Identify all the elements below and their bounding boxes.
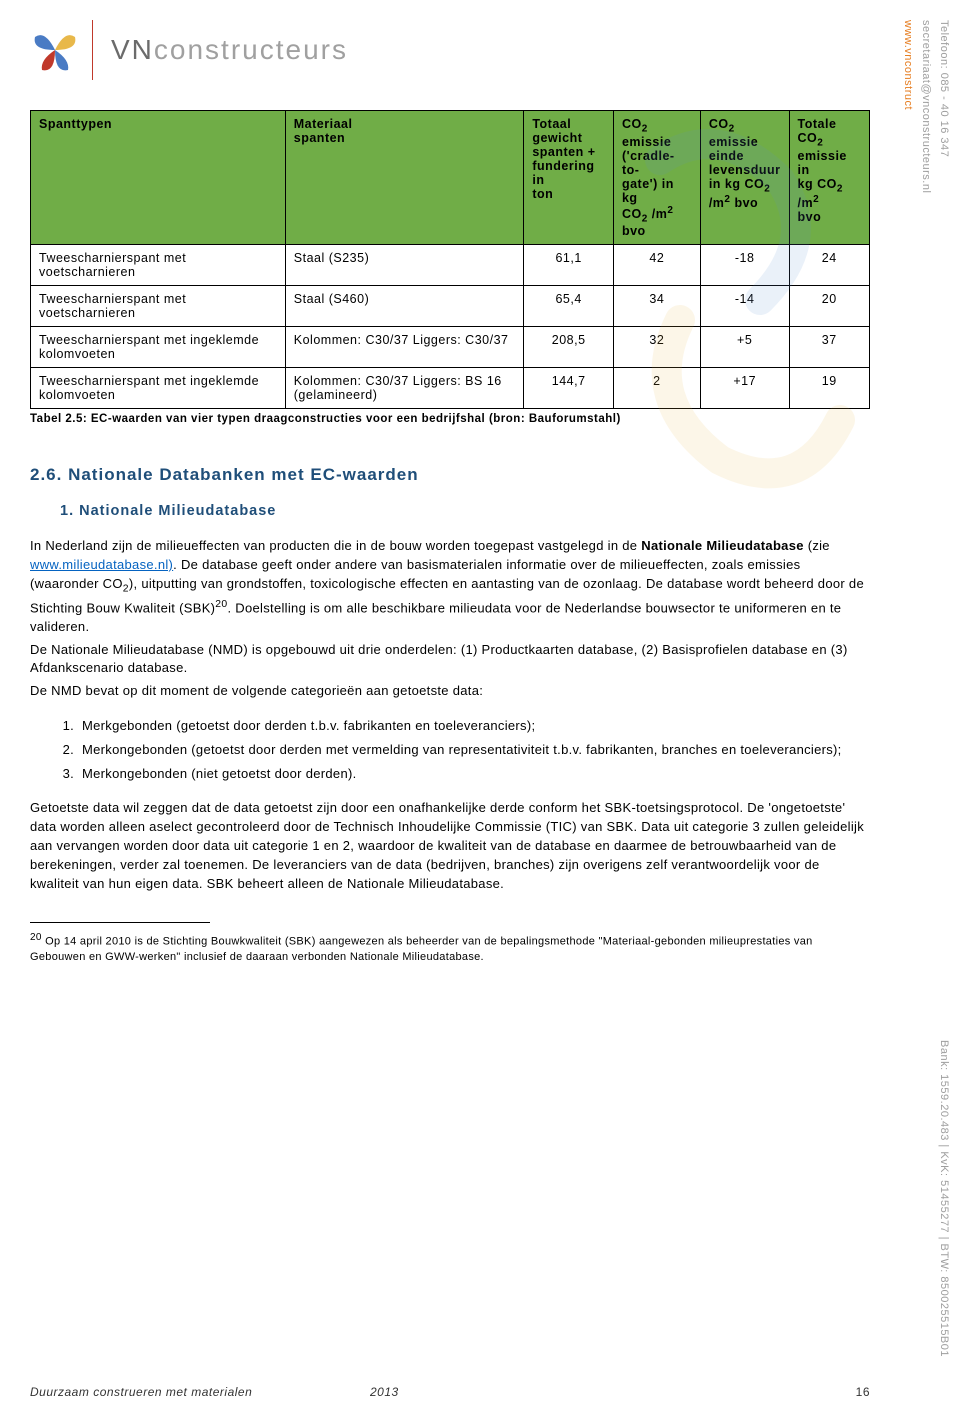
side-email: secretariaat@vnconstructeurs.nl — [920, 20, 932, 193]
paragraph-1: In Nederland zijn de milieueffecten van … — [30, 537, 870, 636]
footnote-20: 20 Op 14 april 2010 is de Stichting Bouw… — [30, 931, 870, 965]
page-footer: Duurzaam construeren met materialen 2013… — [30, 1385, 870, 1399]
side-bank: Bank: 1559.20.483 | KvK: 51455277 | BTW:… — [938, 1040, 950, 1357]
paragraph-3: De NMD bevat op dit moment de volgende c… — [30, 682, 870, 701]
list-item: Merkongebonden (niet getoetst door derde… — [78, 763, 870, 785]
footnote-rule — [30, 922, 210, 923]
list-item: Merkgebonden (getoetst door derden t.b.v… — [78, 715, 870, 737]
th-co2-einde: CO2emissieeindelevensduurin kg CO2/m2 bv… — [700, 111, 789, 245]
table-row: Tweescharnierspant met ingeklemde kolomv… — [31, 368, 870, 409]
footer-title: Duurzaam construeren met materialen — [30, 1385, 370, 1399]
th-totale-co2: Totale CO2emissie inkg CO2 /m2bvo — [789, 111, 869, 245]
table-caption: Tabel 2.5: EC-waarden van vier typen dra… — [30, 413, 870, 425]
list-item: Merkongebonden (getoetst door derden met… — [78, 739, 870, 761]
logo-header: VNconstructeurs — [30, 20, 870, 80]
logo-divider — [92, 20, 93, 80]
table-row: Tweescharnierspant met ingeklemde kolomv… — [31, 327, 870, 368]
footer-year: 2013 — [370, 1385, 470, 1399]
ec-values-table: Spanttypen Materiaalspanten Totaalgewich… — [30, 110, 870, 409]
side-phone: Telefoon: 085 - 40 16 347 — [938, 20, 950, 157]
logo-icon — [30, 25, 80, 75]
right-sidebar: Telefoon: 085 - 40 16 347 secretariaat@v… — [890, 0, 960, 1419]
logo-text: VNconstructeurs — [111, 34, 348, 66]
section-heading: 2.6. Nationale Databanken met EC-waarden — [30, 465, 870, 485]
milieudatabase-link[interactable]: www.milieudatabase.nl) — [30, 557, 173, 572]
paragraph-2: De Nationale Milieudatabase (NMD) is opg… — [30, 641, 870, 679]
th-co2-cradle: CO2emissie('cradle-to-gate') in kgCO2 /m… — [613, 111, 700, 245]
paragraph-4: Getoetste data wil zeggen dat de data ge… — [30, 799, 870, 893]
table-row: Tweescharnierspant met voetscharnieren S… — [31, 286, 870, 327]
th-totaal: Totaalgewichtspanten +fundering inton — [524, 111, 614, 245]
table-row: Tweescharnierspant met voetscharnieren S… — [31, 245, 870, 286]
footer-page-number: 16 — [856, 1385, 870, 1399]
side-url: www.vnconstruct — [902, 20, 914, 110]
th-spanttypen: Spanttypen — [31, 111, 286, 245]
subsection-heading: 1. Nationale Milieudatabase — [60, 503, 870, 519]
th-materiaal: Materiaalspanten — [285, 111, 524, 245]
category-list: Merkgebonden (getoetst door derden t.b.v… — [78, 715, 870, 785]
